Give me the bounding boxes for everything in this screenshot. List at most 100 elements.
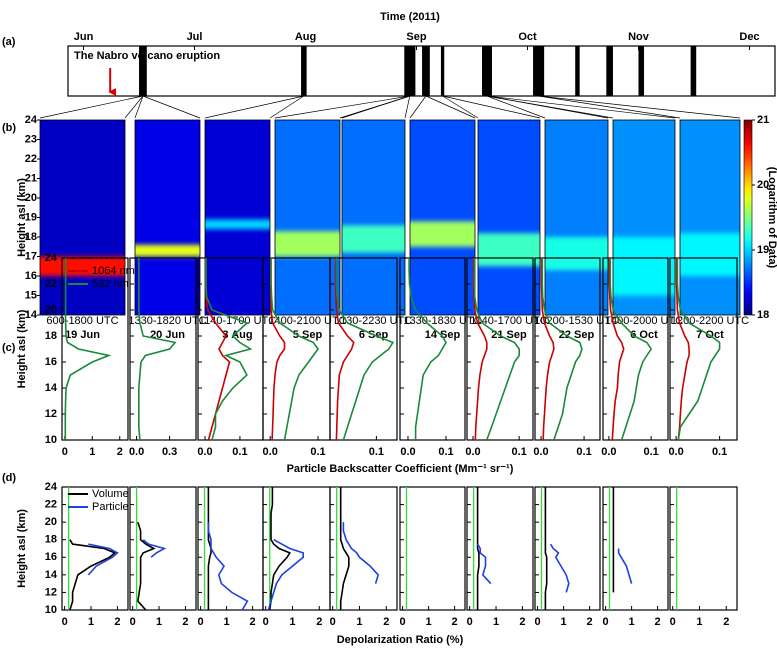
x-tick-label: 2 xyxy=(114,616,120,628)
profile-frame xyxy=(602,486,669,611)
heatmap-frame xyxy=(274,119,341,316)
date-label: 21 Sep xyxy=(491,329,527,341)
y-tick-label: 10 xyxy=(45,604,57,616)
x-tick-label: 0.0 xyxy=(533,446,548,458)
profile-line xyxy=(64,258,112,440)
y-tick-label: 17 xyxy=(25,250,37,262)
heatmap-background xyxy=(342,120,405,315)
profile-line xyxy=(137,521,156,611)
profile-frame xyxy=(129,486,197,611)
x-tick-label: 0 xyxy=(62,616,68,628)
colorbar-tick-label: 18 xyxy=(757,309,769,321)
x-tick-label: 0 xyxy=(535,616,541,628)
heatmap-background xyxy=(410,120,475,315)
connector xyxy=(486,95,546,119)
legend-label: 1064 nm xyxy=(92,265,135,277)
y-tick-label: 16 xyxy=(45,356,57,368)
time-range: 1400-2000 UTC xyxy=(605,315,683,327)
x-tick-label: Oct xyxy=(518,31,537,43)
x-tick-label: 1 xyxy=(224,616,230,628)
event-bar xyxy=(404,46,416,96)
x-tick-label: Jul xyxy=(187,31,203,43)
time-range: 1140-1700 UTC xyxy=(470,315,548,327)
panel-label: (b) xyxy=(2,122,16,134)
x-tick-label: 2 xyxy=(723,616,729,628)
heatmap-panel xyxy=(40,120,125,315)
event-bar xyxy=(481,46,492,96)
panel-label: (a) xyxy=(2,36,16,48)
x-tick-label: 1 xyxy=(289,616,295,628)
profile-line xyxy=(334,258,355,441)
profile-line xyxy=(205,258,253,441)
colorbar xyxy=(743,119,753,316)
profile-frame xyxy=(61,486,129,611)
heatmap-layer xyxy=(40,256,125,276)
x-tick-label: 0.0 xyxy=(263,446,278,458)
y-tick-label: 16 xyxy=(25,270,37,282)
x-tick-label: 2 xyxy=(383,616,389,628)
heatmap-layer xyxy=(680,233,740,276)
heatmap-frame xyxy=(679,119,741,316)
annotation: The Nabro volcano eruption xyxy=(74,50,220,62)
x-tick-label: Sep xyxy=(406,31,426,43)
x-tick-label: 0.0 xyxy=(668,446,683,458)
heatmap-layer xyxy=(613,237,675,296)
x-tick-label: Nov xyxy=(628,31,650,43)
heatmap-layer xyxy=(275,231,340,257)
date-label: 19 Jun xyxy=(65,329,100,341)
x-axis-label: Depolarization Ratio (%) xyxy=(337,634,464,646)
figure-title: Time (2011) xyxy=(380,11,440,23)
time-range: 1130-2230 UTC xyxy=(335,315,413,327)
profile-line xyxy=(268,487,291,611)
profile-frame xyxy=(329,257,398,441)
y-axis-label: Height asl (km) xyxy=(16,309,28,388)
profile-line xyxy=(473,258,520,441)
x-tick-label: 2 xyxy=(316,616,322,628)
event-bar xyxy=(638,46,645,96)
x-tick-label: 2 xyxy=(452,616,458,628)
colorbar-tick-label: 21 xyxy=(757,114,769,126)
y-tick-label: 22 xyxy=(25,153,37,165)
event-bar xyxy=(533,46,545,96)
y-tick-label: 12 xyxy=(45,408,57,420)
heatmap-background xyxy=(478,120,540,315)
profile-line xyxy=(342,522,380,584)
connector xyxy=(538,95,741,119)
profile-line xyxy=(472,258,488,441)
x-tick-label: 0.1 xyxy=(512,446,527,458)
profile-line xyxy=(408,258,447,440)
x-tick-label: 2 xyxy=(655,616,661,628)
heatmap-layer xyxy=(205,219,270,230)
x-tick-label: 0.1 xyxy=(712,446,727,458)
x-tick-label: 1 xyxy=(426,616,432,628)
heatmap-frame xyxy=(134,119,201,316)
x-tick-label: 1 xyxy=(356,616,362,628)
y-tick-label: 22 xyxy=(45,498,57,510)
x-tick-label: 1 xyxy=(156,616,162,628)
event-bar xyxy=(690,46,697,96)
x-tick-label: 0 xyxy=(263,616,269,628)
y-tick-label: 20 xyxy=(45,516,57,528)
event-bar xyxy=(301,46,307,96)
profile-line xyxy=(675,258,690,441)
y-tick-label: 16 xyxy=(45,551,57,563)
x-tick-label: 0.3 xyxy=(162,446,177,458)
date-label: 20 Jun xyxy=(150,329,185,341)
heatmap-background xyxy=(205,120,270,315)
x-tick-label: 0 xyxy=(198,616,204,628)
profile-line xyxy=(476,487,480,610)
profile-frame xyxy=(466,257,534,441)
connector xyxy=(124,95,144,119)
profile-line xyxy=(270,258,319,441)
x-tick-label: 0 xyxy=(670,616,676,628)
profile-line xyxy=(87,543,119,576)
heatmap-frame xyxy=(612,119,676,316)
date-label: 22 Sep xyxy=(559,329,595,341)
heatmap-layer xyxy=(545,237,608,271)
x-tick-label: 2 xyxy=(587,616,593,628)
x-tick-label: 1 xyxy=(88,616,94,628)
y-tick-label: 14 xyxy=(45,569,58,581)
profile-frame xyxy=(399,257,466,441)
profile-line xyxy=(608,258,625,441)
y-tick-label: 24 xyxy=(25,114,38,126)
